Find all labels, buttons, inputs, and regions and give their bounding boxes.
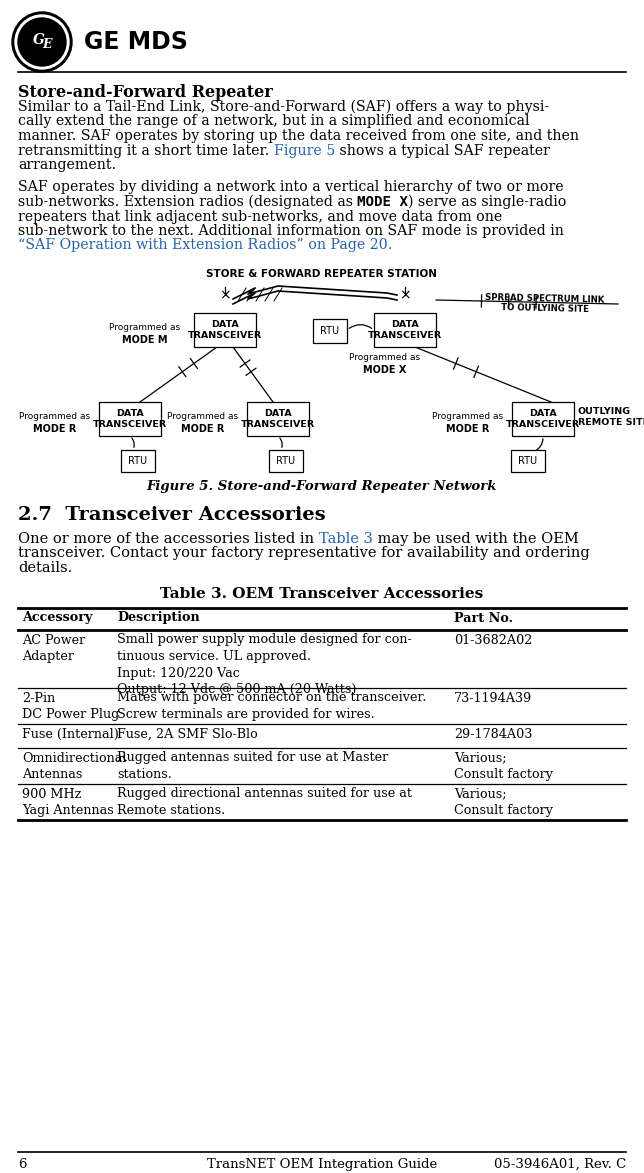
Text: Part No.: Part No. <box>454 611 513 624</box>
Text: AC Power
Adapter: AC Power Adapter <box>22 633 85 663</box>
Text: Rugged directional antennas suited for use at
Remote stations.: Rugged directional antennas suited for u… <box>117 787 412 818</box>
Text: Fuse, 2A SMF Slo-Blo: Fuse, 2A SMF Slo-Blo <box>117 727 258 740</box>
Text: RTU: RTU <box>276 456 296 466</box>
Text: Mates with power connector on the transceiver.
Screw terminals are provided for : Mates with power connector on the transc… <box>117 692 426 721</box>
FancyBboxPatch shape <box>374 313 436 347</box>
Text: One or more of the accessories listed in: One or more of the accessories listed in <box>18 533 319 545</box>
Text: Accessory: Accessory <box>22 611 92 624</box>
Text: 900 MHz
Yagi Antennas: 900 MHz Yagi Antennas <box>22 787 114 818</box>
Text: MODE R: MODE R <box>182 423 225 434</box>
Text: E: E <box>43 38 52 50</box>
Text: ×: × <box>399 289 411 301</box>
Text: sub-network to the next. Additional information on SAF mode is provided in: sub-network to the next. Additional info… <box>18 224 564 238</box>
Text: Omnidirectional
Antennas: Omnidirectional Antennas <box>22 752 126 781</box>
Text: DATA
TRANSCEIVER: DATA TRANSCEIVER <box>241 409 315 429</box>
Text: Table 3. OEM Transceiver Accessories: Table 3. OEM Transceiver Accessories <box>160 588 484 602</box>
Text: “SAF Operation with Extension Radios” on Page 20.: “SAF Operation with Extension Radios” on… <box>18 238 392 252</box>
Text: STORE & FORWARD REPEATER STATION: STORE & FORWARD REPEATER STATION <box>207 269 437 279</box>
Text: MODE X: MODE X <box>357 195 408 209</box>
Text: TransNET OEM Integration Guide: TransNET OEM Integration Guide <box>207 1158 437 1171</box>
Text: Fuse (Internal): Fuse (Internal) <box>22 727 119 740</box>
Text: 6: 6 <box>18 1158 26 1171</box>
Text: 01-3682A02: 01-3682A02 <box>454 633 533 646</box>
Text: DATA
TRANSCEIVER: DATA TRANSCEIVER <box>188 320 262 340</box>
Circle shape <box>15 15 69 69</box>
Text: cally extend the range of a network, but in a simplified and economical: cally extend the range of a network, but… <box>18 115 529 129</box>
Text: Programmed as: Programmed as <box>19 412 91 421</box>
Text: RTU: RTU <box>518 456 538 466</box>
FancyBboxPatch shape <box>511 450 545 472</box>
Text: 73-1194A39: 73-1194A39 <box>454 692 532 705</box>
Text: SAF operates by dividing a network into a vertical hierarchy of two or more: SAF operates by dividing a network into … <box>18 181 564 195</box>
Text: Programmed as: Programmed as <box>432 412 504 421</box>
Text: Description: Description <box>117 611 200 624</box>
FancyBboxPatch shape <box>121 450 155 472</box>
Text: Table 3: Table 3 <box>319 533 373 545</box>
Text: manner. SAF operates by storing up the data received from one site, and then: manner. SAF operates by storing up the d… <box>18 129 579 143</box>
Text: repeaters that link adjacent sub-networks, and move data from one: repeaters that link adjacent sub-network… <box>18 210 502 224</box>
Text: 29-1784A03: 29-1784A03 <box>454 727 533 740</box>
Text: Figure 5: Figure 5 <box>274 143 336 157</box>
FancyBboxPatch shape <box>99 402 161 436</box>
FancyBboxPatch shape <box>269 450 303 472</box>
Text: DATA
TRANSCEIVER: DATA TRANSCEIVER <box>93 409 167 429</box>
Text: GE MDS: GE MDS <box>84 30 188 54</box>
FancyBboxPatch shape <box>247 402 309 436</box>
Text: arrangement.: arrangement. <box>18 158 116 172</box>
Text: retransmitting it a short time later.: retransmitting it a short time later. <box>18 143 274 157</box>
Text: G: G <box>33 33 45 47</box>
Text: ) serve as single-radio: ) serve as single-radio <box>408 195 567 210</box>
Text: OUTLYING
REMOTE SITE: OUTLYING REMOTE SITE <box>578 407 644 427</box>
Text: Store-and-Forward Repeater: Store-and-Forward Repeater <box>18 84 273 101</box>
Text: Programmed as: Programmed as <box>350 353 421 362</box>
Text: ×: × <box>219 289 231 301</box>
FancyBboxPatch shape <box>313 319 347 343</box>
Circle shape <box>18 18 66 66</box>
Text: DATA
TRANSCEIVER: DATA TRANSCEIVER <box>368 320 442 340</box>
Text: Programmed as: Programmed as <box>109 323 180 332</box>
Text: sub-networks. Extension radios (designated as: sub-networks. Extension radios (designat… <box>18 195 357 210</box>
Text: MODE R: MODE R <box>33 423 77 434</box>
Text: Figure 5. Store-and-Forward Repeater Network: Figure 5. Store-and-Forward Repeater Net… <box>147 480 497 493</box>
FancyBboxPatch shape <box>512 402 574 436</box>
Text: Programmed as: Programmed as <box>167 412 238 421</box>
Text: Various;
Consult factory: Various; Consult factory <box>454 752 553 781</box>
Text: Similar to a Tail-End Link, Store-and-Forward (SAF) offers a way to physi-: Similar to a Tail-End Link, Store-and-Fo… <box>18 100 549 115</box>
FancyBboxPatch shape <box>194 313 256 347</box>
Text: SPREAD SPECTRUM LINK
TO OUTLYING SITE: SPREAD SPECTRUM LINK TO OUTLYING SITE <box>485 293 605 314</box>
Text: may be used with the OEM: may be used with the OEM <box>373 533 578 545</box>
Text: MODE R: MODE R <box>446 423 489 434</box>
Text: Various;
Consult factory: Various; Consult factory <box>454 787 553 818</box>
Text: shows a typical SAF repeater: shows a typical SAF repeater <box>336 143 550 157</box>
Text: RTU: RTU <box>128 456 147 466</box>
Text: 05-3946A01, Rev. C: 05-3946A01, Rev. C <box>494 1158 626 1171</box>
Text: 2-Pin
DC Power Plug: 2-Pin DC Power Plug <box>22 692 119 721</box>
Text: details.: details. <box>18 561 72 575</box>
Text: DATA
TRANSCEIVER: DATA TRANSCEIVER <box>506 409 580 429</box>
Circle shape <box>12 12 72 72</box>
Text: RTU: RTU <box>321 326 339 335</box>
Text: MODE X: MODE X <box>363 365 407 375</box>
Text: 2.7  Transceiver Accessories: 2.7 Transceiver Accessories <box>18 506 326 524</box>
Text: Rugged antennas suited for use at Master
stations.: Rugged antennas suited for use at Master… <box>117 752 388 781</box>
Text: transceiver. Contact your factory representative for availability and ordering: transceiver. Contact your factory repres… <box>18 547 590 561</box>
Text: MODE M: MODE M <box>122 335 167 345</box>
Text: Small power supply module designed for con-
tinuous service. UL approved.
Input:: Small power supply module designed for c… <box>117 633 412 696</box>
